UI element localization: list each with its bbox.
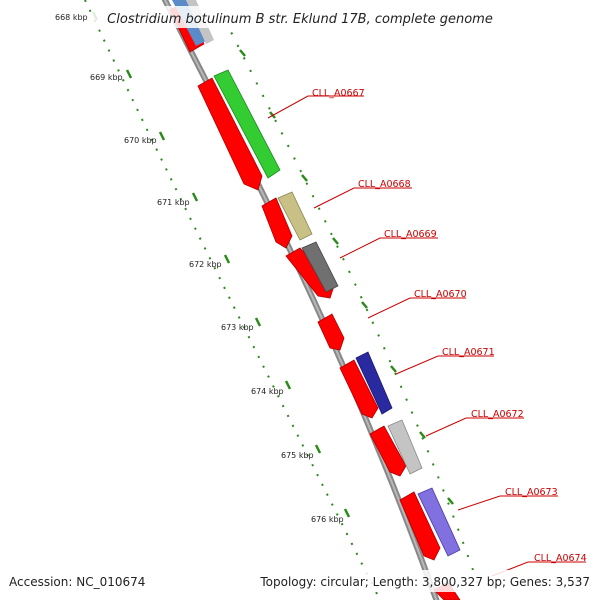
gene-label[interactable]: CLL_A0672 [471, 409, 524, 420]
gene-label[interactable]: CLL_A0673 [505, 487, 558, 498]
feature-bar[interactable] [301, 241, 339, 293]
feature-bar[interactable] [213, 69, 281, 179]
scale-label: 673 kbp [221, 323, 254, 332]
gene-arrow[interactable] [261, 197, 293, 249]
gene-label[interactable]: CLL_A0671 [442, 347, 495, 358]
feature-bar[interactable] [355, 351, 393, 415]
feature-bar[interactable] [417, 487, 461, 557]
feature-bar[interactable] [277, 191, 313, 241]
outer-ticks [239, 49, 454, 505]
scale-dotted-arc [84, 0, 381, 600]
gene-label[interactable]: CLL_A0670 [414, 289, 467, 300]
scale-label: 670 kbp [124, 136, 157, 145]
scale-label: 671 kbp [157, 198, 190, 207]
scale-label: 669 kbp [90, 73, 123, 82]
scale-label: 674 kbp [251, 387, 284, 396]
scale-label: 675 kbp [281, 451, 314, 460]
gene-arrow[interactable] [339, 359, 379, 419]
scale-label: 676 kbp [311, 515, 344, 524]
scale-label: 672 kbp [189, 260, 222, 269]
gene-label[interactable]: CLL_A0669 [384, 229, 437, 240]
gene-labels: CLL_A0667 CLL_A0668 CLL_A0669 CLL_A0670 … [312, 88, 587, 564]
gene-arrow[interactable] [369, 425, 407, 477]
scale-labels: 668 kbp 669 kbp 670 kbp 671 kbp 672 kbp … [55, 13, 344, 524]
gene-label[interactable]: CLL_A0668 [358, 179, 411, 190]
outer-dotted-track [224, 19, 481, 591]
gene-label[interactable]: CLL_A0667 [312, 88, 365, 99]
scale-label: 668 kbp [55, 13, 88, 22]
gene-arrow[interactable] [197, 77, 263, 191]
gene-label[interactable]: CLL_A0674 [534, 553, 587, 564]
feature-bar[interactable] [387, 419, 423, 475]
gene-arrow[interactable] [317, 313, 345, 351]
gene-label-lines [267, 95, 586, 577]
map-title: Clostridium botulinum B str. Eklund 17B,… [107, 12, 493, 27]
gene-track [169, 1, 461, 600]
accession-text: Accession: NC_010674 [9, 575, 145, 589]
topology-text: Topology: circular; Length: 3,800,327 bp… [259, 575, 590, 589]
gene-arrow[interactable] [399, 491, 441, 561]
